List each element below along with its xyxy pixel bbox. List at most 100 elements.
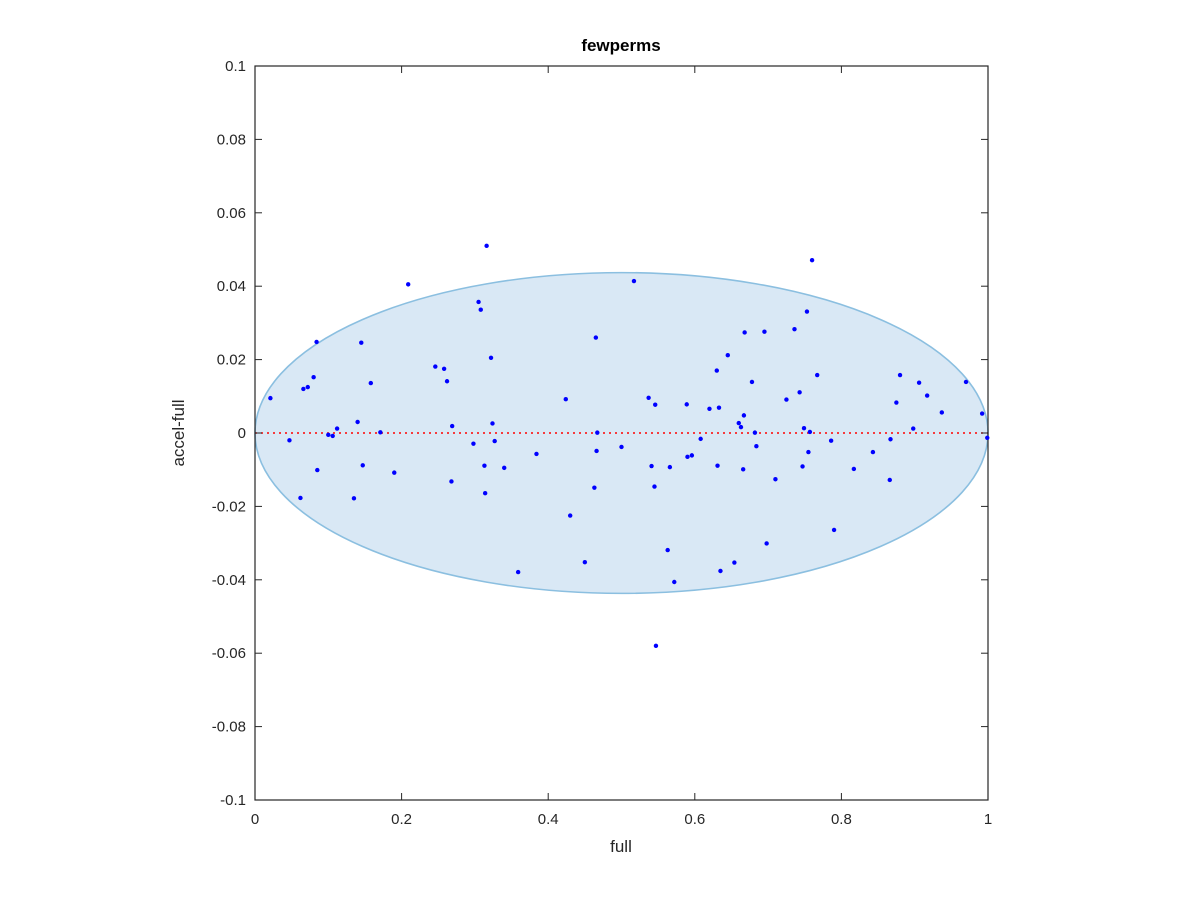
scatter-point (979, 411, 985, 416)
scatter-point (359, 340, 364, 345)
scatter-point (631, 278, 637, 284)
scatter-point (665, 547, 670, 553)
scatter-point (298, 495, 303, 501)
scatter-point (582, 559, 588, 565)
scatter-point (689, 453, 695, 458)
scatter-point (594, 448, 599, 454)
scatter-point (449, 423, 455, 429)
scatter-point (482, 490, 488, 496)
scatter-point (378, 430, 383, 435)
scatter-point (806, 449, 811, 455)
scatter-point (646, 395, 651, 400)
scatter-point (652, 484, 657, 489)
scatter-point (592, 485, 597, 490)
x-tick-label: 0.6 (684, 811, 705, 828)
y-tick-label: 0.04 (217, 278, 246, 295)
x-tick-label: 0 (251, 811, 259, 828)
scatter-point (649, 463, 654, 469)
scatter-point (330, 433, 335, 439)
scatter-point (684, 402, 689, 407)
scatter-point (368, 380, 374, 386)
scatter-point (815, 372, 820, 378)
scatter-point (851, 466, 857, 472)
scatter-point (360, 463, 365, 468)
scatter-point (732, 560, 737, 565)
scatter-point (736, 420, 741, 426)
scatter-point (707, 406, 712, 411)
scatter-point (792, 326, 797, 332)
scatter-point (749, 379, 755, 385)
scatter-point (471, 441, 476, 446)
scatter-point (492, 438, 497, 444)
scatter-point (740, 467, 746, 472)
scatter-point (911, 426, 916, 431)
scatter-point (714, 368, 719, 373)
scatter-point (444, 379, 450, 384)
scatter-point (567, 513, 573, 518)
scatter-point (924, 393, 930, 398)
chart-title: fewperms (581, 36, 660, 55)
y-axis-label: accel-full (169, 399, 188, 466)
scatter-point (326, 432, 331, 438)
scatter-point (305, 384, 310, 390)
scatter-point (784, 397, 789, 402)
y-tick-label: 0 (238, 425, 246, 442)
scatter-point (334, 426, 340, 431)
scatter-point (963, 379, 969, 385)
scatter-point (870, 449, 876, 455)
scatter-point (268, 395, 273, 401)
y-tick-label: 0.08 (217, 131, 246, 148)
scatter-point (718, 568, 723, 574)
scatter-point (392, 470, 397, 475)
scatter-point (985, 435, 990, 440)
scatter-point (800, 464, 805, 469)
scatter-point (619, 444, 624, 450)
x-tick-label: 0.4 (538, 811, 559, 828)
scatter-point (725, 352, 730, 358)
scatter-point (315, 467, 320, 473)
scatter-point (897, 372, 903, 378)
scatter-point (762, 329, 767, 334)
scatter-point (482, 463, 487, 468)
scatter-point (828, 438, 834, 443)
scatter-point (314, 339, 319, 345)
scatter-point (685, 454, 690, 460)
scatter-point (301, 386, 306, 392)
scatter-point (667, 464, 673, 470)
scatter-point (287, 438, 292, 443)
scatter-point (738, 424, 744, 430)
scatter-point (449, 479, 454, 484)
scatter-point (741, 413, 747, 418)
scatter-point (355, 419, 360, 425)
scatter-point (351, 496, 357, 501)
y-tick-label: 0.02 (217, 352, 246, 369)
scatter-point (764, 541, 769, 546)
scatter-point (801, 426, 807, 431)
scatter-point (490, 421, 495, 426)
scatter-point (441, 366, 447, 371)
scatter-point (672, 579, 677, 585)
scatter-point (593, 335, 599, 340)
scatter-point (478, 307, 483, 312)
plot-area: 0 0.2 0.4 0.6 0.8 1 -0.1 -0.08 -0.06 -0.04 -0.02 0 0… (212, 58, 992, 828)
scatter-point (433, 364, 438, 369)
scatter-point (653, 402, 658, 407)
scatter-point (488, 355, 494, 360)
scatter-point (405, 282, 411, 287)
scatter-point (797, 390, 802, 395)
scatter-point (502, 465, 507, 471)
x-tick-label: 1 (984, 811, 992, 828)
scatter-point (563, 397, 568, 402)
scatter-point (807, 429, 813, 435)
scatter-point (698, 436, 703, 442)
y-tick-label: -0.08 (212, 719, 246, 736)
x-axis-label: full (610, 837, 632, 856)
scatter-point (653, 643, 659, 649)
scatter-point (534, 451, 539, 457)
y-tick-label: -0.04 (212, 572, 246, 589)
scatter-point (311, 375, 316, 380)
scatter-point (804, 309, 810, 314)
y-tick-label: -0.1 (220, 792, 246, 809)
scatter-point (773, 477, 778, 482)
